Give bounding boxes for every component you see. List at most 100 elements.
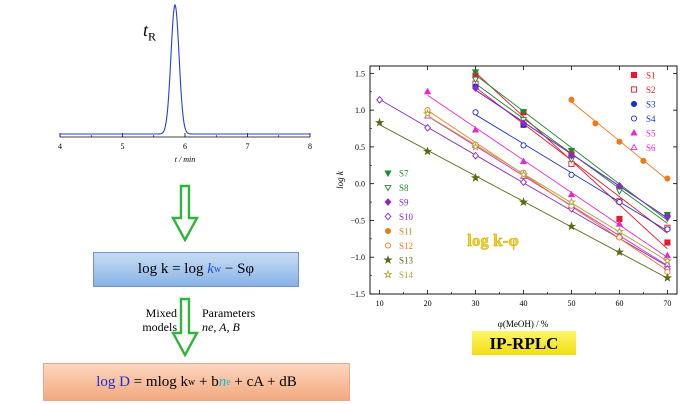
marker-s11	[384, 227, 392, 235]
flow-arrow-down-1	[170, 184, 200, 243]
marker-s9	[615, 181, 623, 190]
x-tick-label: 10	[376, 299, 384, 308]
marker-s9	[520, 119, 527, 128]
eq2-kw-sub: w	[188, 376, 196, 388]
legend-label-s1: S1	[646, 71, 656, 81]
marker-s9	[472, 84, 479, 92]
data-markers	[374, 69, 673, 282]
marker-s4	[568, 171, 575, 178]
parameters-vars: ne, A, B	[202, 320, 240, 334]
marker-s10	[472, 151, 479, 160]
chromatogram-panel: 4 5 6 7 8 t / min	[58, 3, 312, 164]
marker-s8	[384, 184, 392, 192]
marker-s14	[470, 142, 481, 151]
x-tick-label: 70	[663, 299, 671, 308]
fit-line-s12	[427, 110, 668, 271]
eq2-ne-sub: e	[226, 376, 231, 388]
legend-label-s6: S6	[646, 143, 656, 153]
marker-s7	[471, 69, 480, 76]
x-tick-label: 20	[424, 299, 432, 308]
marker-s1	[664, 239, 671, 246]
marker-s3	[630, 100, 638, 108]
chart-legend: S1 S2 S3 S4 S5 S6 S7 S8 S9 S10 S11 S12 S13 S14	[383, 71, 656, 280]
marker-s13	[566, 221, 577, 231]
marker-s5	[519, 157, 528, 165]
marker-s10	[520, 178, 527, 187]
legend-label-s11: S11	[399, 227, 413, 237]
marker-s5	[630, 128, 638, 136]
x-tick-label: 60	[615, 299, 623, 308]
legend-label-s4: S4	[646, 114, 656, 124]
marker-s11	[592, 120, 599, 127]
x-tick-label: 50	[567, 299, 575, 308]
marker-s14	[422, 108, 433, 118]
eq2-part3: + cA + dB	[230, 373, 297, 390]
caption-badge: IP-RPLC	[472, 331, 576, 355]
legend-label-s13: S13	[399, 256, 414, 266]
caption-text: IP-RPLC	[490, 334, 559, 353]
legend-label-s2: S2	[646, 85, 656, 95]
marker-s10	[424, 123, 432, 132]
chromatogram-tick-label: 5	[121, 142, 125, 151]
marker-s11	[568, 96, 575, 103]
chromatogram-tick-label: 6	[183, 142, 187, 151]
marker-s4	[664, 226, 671, 233]
fit-line-s5	[427, 94, 668, 258]
x-tick-label: 40	[520, 299, 528, 308]
marker-s12	[384, 242, 392, 249]
marker-s4	[472, 109, 479, 116]
chromatogram-trace	[60, 3, 310, 135]
chromatogram-tick-label: 4	[58, 142, 62, 151]
parameters-label: Parameters ne, A, B	[202, 306, 292, 334]
marker-s13	[518, 197, 529, 206]
peak-label: tR	[143, 20, 157, 44]
x-axis-ticks: 10 20 30 40 50 60 70	[376, 66, 671, 308]
marker-s13	[422, 146, 433, 156]
marker-s9	[384, 198, 392, 206]
chromatogram-x-ticks: 4 5 6 7 8	[58, 133, 312, 151]
marker-s12	[616, 234, 623, 241]
y-tick-label: −0.5	[350, 216, 365, 225]
marker-s14	[566, 197, 577, 206]
chromatogram-tick-label: 7	[246, 142, 250, 151]
marker-s2	[630, 86, 638, 93]
eq2-part2: + b	[195, 373, 219, 390]
legend-label-s7: S7	[399, 169, 409, 179]
marker-s13	[470, 172, 481, 182]
marker-s7	[384, 170, 392, 178]
marker-s7	[519, 109, 528, 116]
marker-s13	[383, 255, 393, 264]
eq1-lhs: log k = log	[137, 261, 208, 277]
marker-s6	[630, 143, 638, 151]
fit-line-s14	[427, 115, 668, 262]
marker-s10	[376, 95, 384, 104]
chromatogram-x-label: t / min	[175, 155, 195, 164]
marker-s4	[630, 115, 638, 122]
marker-s14	[662, 256, 673, 265]
legend-label-s5: S5	[646, 129, 656, 139]
marker-s14	[614, 226, 625, 236]
eq2-logD: log D	[96, 373, 130, 390]
marker-s13	[662, 272, 673, 282]
marker-s10	[384, 212, 392, 221]
marker-s11	[616, 138, 623, 145]
flow-arrows	[170, 184, 200, 358]
logk-chart: −1.5−1.0−0.50.00.51.01.5 10 20 30 40 50 60 70 …	[335, 65, 678, 355]
marker-s4	[520, 142, 527, 149]
mixed-models-label: Mixed models	[142, 306, 177, 334]
marker-s14	[518, 170, 529, 179]
marker-s5	[567, 190, 576, 198]
marker-s11	[664, 175, 671, 182]
y-tick-label: 1.5	[355, 69, 365, 78]
marker-s4	[616, 199, 623, 206]
parameters-title: Parameters	[202, 306, 256, 320]
y-tick-label: 1.0	[355, 106, 365, 115]
marker-s7	[567, 148, 576, 155]
eq2-ne: n	[218, 373, 227, 390]
chart-annotation: log k-φ	[467, 231, 519, 250]
legend-label-s8: S8	[399, 183, 409, 193]
marker-s11	[640, 157, 647, 164]
